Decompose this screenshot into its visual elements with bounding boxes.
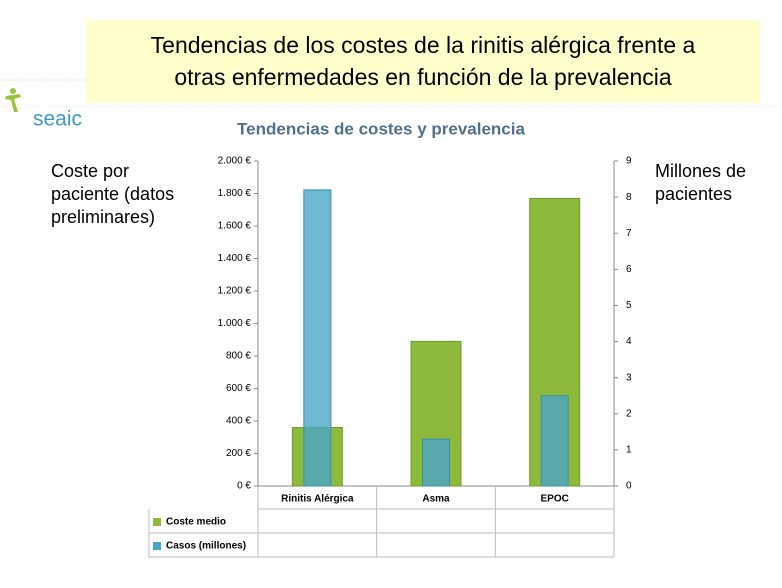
chart-title: Tendencias de costes y prevalencia [237, 119, 525, 138]
y2-tick-label: 1 [626, 445, 632, 456]
y-tick-label: 1.800 € [218, 188, 252, 199]
y-tick-label: 600 € [226, 383, 251, 394]
y-tick-label: 1.000 € [218, 318, 252, 329]
y-tick-label: 1.200 € [218, 286, 252, 297]
y2-tick-label: 2 [626, 408, 632, 419]
bar [422, 438, 450, 487]
slide-title: Tendencias de los costes de la rinitis a… [86, 20, 760, 103]
x-tick-label: Asma [422, 494, 450, 505]
y-tick-label: 800 € [226, 351, 251, 362]
y2-tick-label: 8 [626, 192, 632, 203]
y-tick-label: 400 € [226, 416, 251, 427]
y-tick-label: 1.400 € [218, 253, 252, 264]
y2-axis-label: Millones de pacientes [655, 161, 747, 204]
y2-tick-label: 4 [626, 336, 632, 347]
legend-label: Casos (millones) [166, 541, 246, 552]
y2-tick-label: 7 [626, 228, 632, 239]
bar [540, 395, 569, 487]
y-tick-label: 0 € [237, 481, 251, 492]
y2-tick-label: 0 [626, 481, 632, 492]
legend-swatch [153, 518, 161, 526]
logo-text: seaic [33, 108, 82, 131]
y2-tick-label: 6 [626, 264, 632, 275]
x-tick-label: EPOC [540, 494, 568, 505]
title-line: otras enfermedades en función de la prev… [174, 64, 672, 90]
logo-icon [5, 88, 21, 112]
legend-swatch [153, 542, 161, 550]
y2-tick-label: 9 [626, 156, 632, 167]
y-tick-label: 1.600 € [218, 221, 252, 232]
x-tick-label: Rinitis Alérgica [281, 494, 354, 505]
y-tick-label: 200 € [226, 448, 251, 459]
bar [303, 189, 332, 487]
legend-label: Coste medio [166, 517, 226, 528]
title-line: Tendencias de los costes de la rinitis a… [150, 32, 696, 58]
y-axis-label: Coste por paciente (datos preliminares) [51, 161, 175, 227]
y2-tick-label: 5 [626, 300, 632, 311]
y2-tick-label: 3 [626, 372, 632, 383]
y-tick-label: 2.000 € [218, 156, 252, 167]
